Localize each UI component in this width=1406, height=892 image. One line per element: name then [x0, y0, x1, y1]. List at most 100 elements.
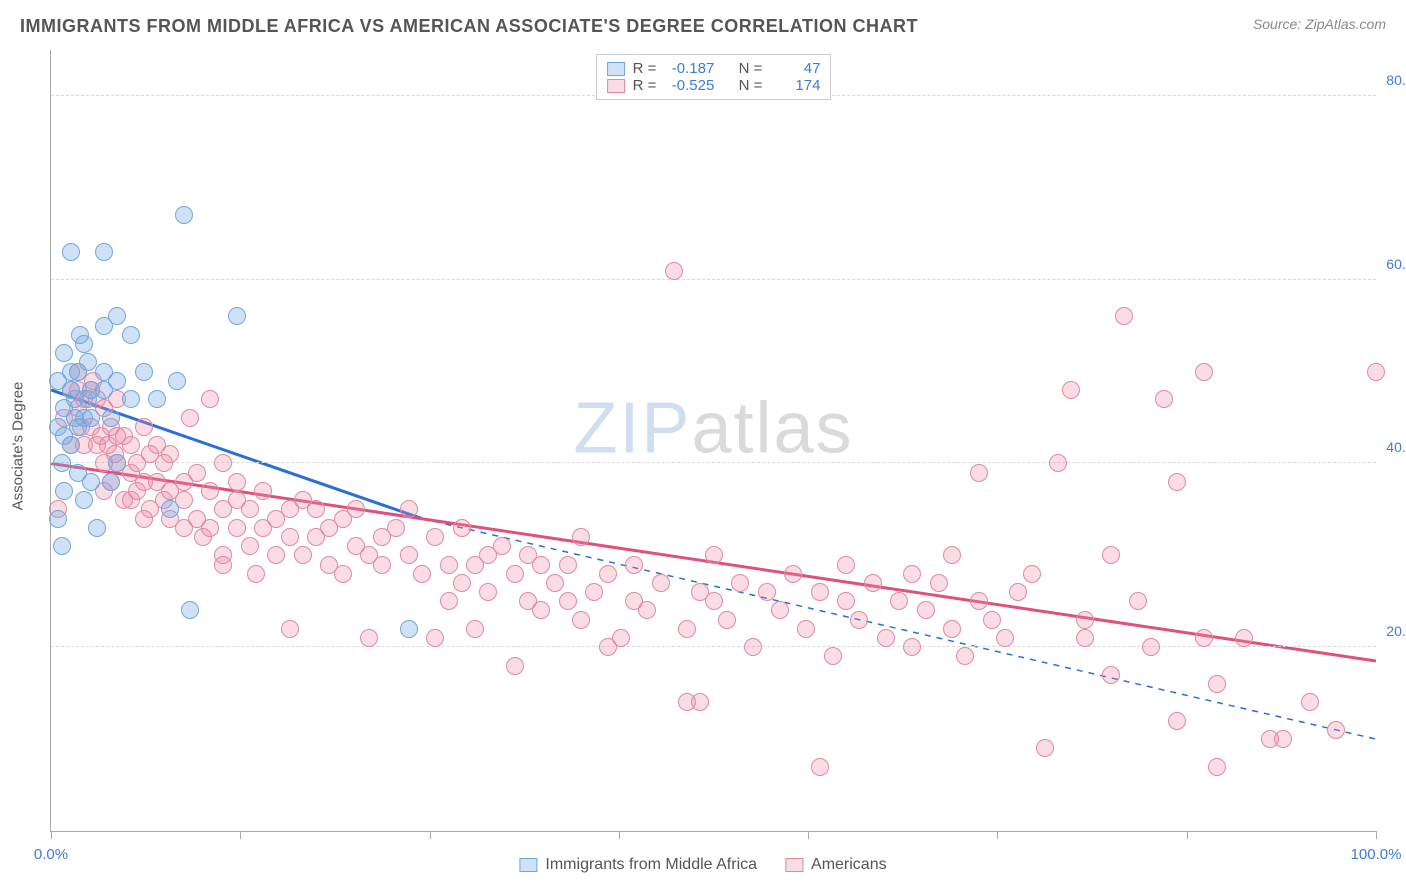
- x-tick: [1376, 831, 1377, 839]
- data-point: [161, 500, 179, 518]
- data-point: [1367, 363, 1385, 381]
- watermark: ZIPatlas: [573, 387, 853, 469]
- data-point: [440, 556, 458, 574]
- n-label: N =: [739, 60, 763, 77]
- data-point: [188, 464, 206, 482]
- data-point: [1102, 666, 1120, 684]
- data-point: [612, 629, 630, 647]
- data-point: [1036, 739, 1054, 757]
- data-point: [360, 629, 378, 647]
- data-point: [108, 454, 126, 472]
- legend-series: Immigrants from Middle Africa Americans: [519, 856, 886, 874]
- data-point: [532, 556, 550, 574]
- legend-swatch-b0: [519, 858, 537, 872]
- data-point: [1195, 363, 1213, 381]
- data-point: [479, 583, 497, 601]
- data-point: [228, 519, 246, 537]
- data-point: [1155, 390, 1173, 408]
- data-point: [201, 519, 219, 537]
- data-point: [559, 556, 577, 574]
- data-point: [426, 629, 444, 647]
- legend-item-1: Americans: [785, 856, 887, 874]
- data-point: [943, 546, 961, 564]
- data-point: [400, 500, 418, 518]
- data-point: [744, 638, 762, 656]
- data-point: [307, 500, 325, 518]
- data-point: [877, 629, 895, 647]
- data-point: [1102, 546, 1120, 564]
- data-point: [334, 565, 352, 583]
- r-label: R =: [633, 60, 657, 77]
- data-point: [1062, 381, 1080, 399]
- x-tick: [619, 831, 620, 839]
- data-point: [247, 565, 265, 583]
- data-point: [181, 409, 199, 427]
- data-point: [294, 546, 312, 564]
- data-point: [546, 574, 564, 592]
- gridline: [51, 646, 1376, 647]
- data-point: [532, 601, 550, 619]
- data-point: [1235, 629, 1253, 647]
- data-point: [254, 482, 272, 500]
- legend-stats-row-0: R = -0.187 N = 47: [607, 60, 821, 77]
- data-point: [811, 583, 829, 601]
- data-point: [181, 601, 199, 619]
- data-point: [400, 620, 418, 638]
- data-point: [135, 418, 153, 436]
- data-point: [758, 583, 776, 601]
- data-point: [850, 611, 868, 629]
- data-point: [771, 601, 789, 619]
- data-point: [122, 390, 140, 408]
- data-point: [718, 611, 736, 629]
- n-value-0: 47: [770, 60, 820, 77]
- data-point: [1168, 473, 1186, 491]
- data-point: [705, 546, 723, 564]
- data-point: [228, 307, 246, 325]
- data-point: [1142, 638, 1160, 656]
- gridline: [51, 279, 1376, 280]
- data-point: [1208, 675, 1226, 693]
- data-point: [135, 363, 153, 381]
- data-point: [625, 556, 643, 574]
- data-point: [1208, 758, 1226, 776]
- data-point: [453, 574, 471, 592]
- data-point: [917, 601, 935, 619]
- data-point: [75, 491, 93, 509]
- data-point: [1301, 693, 1319, 711]
- legend-swatch-0: [607, 62, 625, 76]
- data-point: [970, 592, 988, 610]
- data-point: [572, 528, 590, 546]
- data-point: [148, 390, 166, 408]
- data-point: [837, 556, 855, 574]
- data-point: [466, 620, 484, 638]
- data-point: [201, 482, 219, 500]
- legend-stats: R = -0.187 N = 47 R = -0.525 N = 174: [596, 54, 832, 100]
- data-point: [440, 592, 458, 610]
- x-tick: [997, 831, 998, 839]
- legend-stats-row-1: R = -0.525 N = 174: [607, 77, 821, 94]
- data-point: [95, 243, 113, 261]
- data-point: [837, 592, 855, 610]
- chart-source: Source: ZipAtlas.com: [1253, 16, 1386, 32]
- legend-swatch-1: [607, 79, 625, 93]
- data-point: [1049, 454, 1067, 472]
- data-point: [82, 473, 100, 491]
- data-point: [705, 592, 723, 610]
- chart-title: IMMIGRANTS FROM MIDDLE AFRICA VS AMERICA…: [20, 16, 918, 37]
- data-point: [241, 500, 259, 518]
- data-point: [281, 620, 299, 638]
- data-point: [824, 647, 842, 665]
- data-point: [1327, 721, 1345, 739]
- gridline: [51, 462, 1376, 463]
- data-point: [638, 601, 656, 619]
- r-label: R =: [633, 77, 657, 94]
- data-point: [387, 519, 405, 537]
- data-point: [864, 574, 882, 592]
- data-point: [983, 611, 1001, 629]
- y-axis-label: Associate's Degree: [10, 382, 27, 511]
- data-point: [1168, 712, 1186, 730]
- data-point: [1115, 307, 1133, 325]
- data-point: [903, 565, 921, 583]
- data-point: [108, 307, 126, 325]
- x-tick: [1187, 831, 1188, 839]
